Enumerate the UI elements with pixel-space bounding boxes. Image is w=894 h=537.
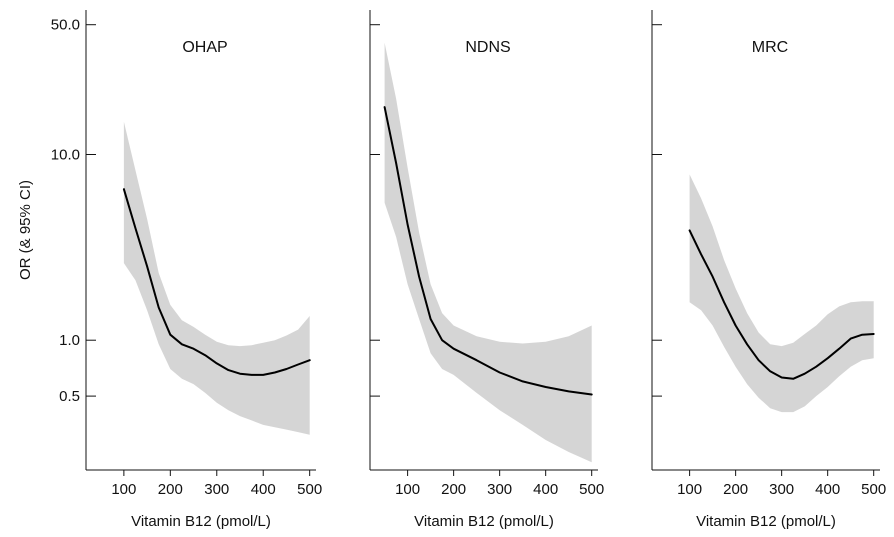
x-tick-label: 400	[815, 481, 840, 498]
y-tick-label: 1.0	[59, 332, 80, 349]
x-tick-label: 100	[677, 481, 702, 498]
x-tick-label: 300	[204, 481, 229, 498]
x-axis-title: Vitamin B12 (pmol/L)	[696, 513, 836, 530]
panel-mrc: 100 200 300 400 500 MRC Vitamin B12 (pmol/L)	[651, 10, 886, 530]
x-tick-label: 400	[251, 481, 276, 498]
or-line-mrc	[688, 229, 875, 380]
x-tick-label: 500	[297, 481, 322, 498]
chart-panels: 0.5 1.0 10.0 50.0 100 200 300 400 500 OHAP Vitamin…	[51, 10, 886, 530]
panel-title: NDNS	[465, 39, 510, 56]
x-axis-title: Vitamin B12 (pmol/L)	[131, 513, 271, 530]
panel-title: OHAP	[182, 39, 227, 56]
x-tick-label: 200	[441, 481, 466, 498]
panel-title: MRC	[752, 39, 788, 56]
x-tick-label: 100	[111, 481, 136, 498]
panel-ndns: 100 200 300 400 500 NDNS Vitamin B12 (pmol/L)	[369, 10, 604, 530]
x-tick-label: 200	[158, 481, 183, 498]
y-tick-label: 10.0	[51, 147, 80, 164]
ci-band-ndns	[384, 42, 592, 463]
panel-ohap: 0.5 1.0 10.0 50.0 100 200 300 400 500 OHAP Vitamin…	[51, 10, 322, 530]
y-tick-label: 0.5	[59, 388, 80, 405]
x-tick-label: 500	[861, 481, 886, 498]
x-tick-label: 100	[395, 481, 420, 498]
or-line-ohap	[122, 188, 311, 376]
x-tick-label: 200	[723, 481, 748, 498]
x-tick-label: 300	[487, 481, 512, 498]
y-axis-title: OR (& 95% CI)	[17, 180, 34, 280]
or-line-ndns	[383, 106, 593, 396]
ci-band-ohap	[123, 121, 310, 435]
x-tick-label: 300	[769, 481, 794, 498]
ci-band-mrc	[689, 174, 874, 413]
x-axis-title: Vitamin B12 (pmol/L)	[414, 513, 554, 530]
x-tick-label: 400	[533, 481, 558, 498]
x-tick-label: 500	[579, 481, 604, 498]
y-tick-label: 50.0	[51, 17, 80, 34]
